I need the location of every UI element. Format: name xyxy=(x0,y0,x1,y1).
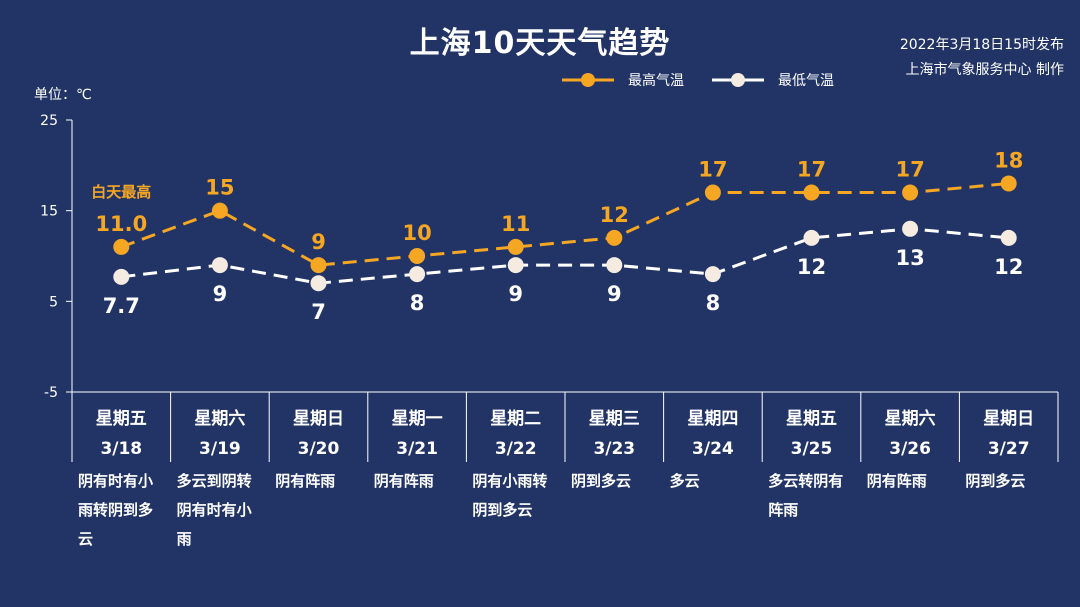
high-value-label: 15 xyxy=(205,176,234,200)
high-point xyxy=(803,184,820,201)
low-point xyxy=(803,229,820,246)
x-date-label: 3/23 xyxy=(593,439,635,459)
x-date-label: 3/25 xyxy=(791,439,833,459)
high-value-label: 12 xyxy=(600,203,629,227)
y-tick-label: 15 xyxy=(40,204,58,220)
low-point xyxy=(113,268,130,285)
low-value-label: 9 xyxy=(213,282,228,306)
x-date-label: 3/20 xyxy=(298,439,340,459)
weather-description: 雨转阴到多 xyxy=(78,501,153,519)
x-date-label: 3/19 xyxy=(199,439,241,459)
low-value-label: 7.7 xyxy=(103,294,140,318)
x-day-label: 星期三 xyxy=(589,409,640,429)
legend-low-label: 最低气温 xyxy=(778,73,834,89)
high-value-label: 11.0 xyxy=(95,212,147,236)
y-tick-label: 5 xyxy=(49,294,58,310)
legend-item-high: 最高气温 xyxy=(560,70,684,90)
daytime-high-annotation: 白天最高 xyxy=(91,183,151,201)
low-point xyxy=(704,266,721,283)
weather-description: 阴有阵雨 xyxy=(867,472,927,490)
weather-description: 阴有小雨转 xyxy=(472,472,547,490)
weather-description: 多云转阴有 xyxy=(768,472,843,490)
publish-time: 2022年3月18日15时发布 xyxy=(899,37,1064,53)
low-value-label: 13 xyxy=(895,246,924,270)
low-point xyxy=(211,257,228,274)
low-value-label: 12 xyxy=(994,255,1023,279)
legend-high-label: 最高气温 xyxy=(628,73,684,89)
x-date-label: 3/24 xyxy=(692,439,734,459)
low-point xyxy=(1000,229,1017,246)
high-value-label: 17 xyxy=(797,158,826,182)
x-date-label: 3/27 xyxy=(988,439,1030,459)
weather-description: 阴到多云 xyxy=(472,501,532,519)
publisher: 上海市气象服务中心 制作 xyxy=(905,62,1064,78)
x-day-label: 星期四 xyxy=(687,409,738,429)
low-point xyxy=(606,257,623,274)
high-point xyxy=(211,202,228,219)
low-point xyxy=(409,266,426,283)
weather-description: 阴有阵雨 xyxy=(275,472,335,490)
high-point xyxy=(902,184,919,201)
legend-item-low: 最低气温 xyxy=(710,70,834,90)
weather-description: 阵雨 xyxy=(768,501,798,519)
x-day-label: 星期日 xyxy=(983,409,1034,429)
low-point xyxy=(310,275,327,292)
high-value-label: 10 xyxy=(402,221,431,245)
high-point xyxy=(507,238,524,255)
high-value-label: 17 xyxy=(698,158,727,182)
high-point xyxy=(310,257,327,274)
x-date-label: 3/22 xyxy=(495,439,537,459)
high-point xyxy=(606,229,623,246)
low-point xyxy=(902,220,919,237)
high-series-line xyxy=(120,181,1009,267)
low-value-label: 8 xyxy=(706,291,721,315)
x-day-label: 星期六 xyxy=(194,408,245,429)
x-day-label: 星期日 xyxy=(293,409,344,429)
low-value-label: 9 xyxy=(508,282,523,306)
high-point xyxy=(704,184,721,201)
low-series-line xyxy=(121,227,1009,285)
weather-description: 阴到多云 xyxy=(571,472,631,490)
high-value-label: 17 xyxy=(895,158,924,182)
x-day-label: 星期一 xyxy=(392,409,443,429)
high-value-label: 11 xyxy=(501,212,530,236)
weather-description: 雨 xyxy=(177,530,192,548)
low-point xyxy=(507,257,524,274)
x-date-label: 3/26 xyxy=(889,439,931,459)
weather-description: 云 xyxy=(78,530,93,548)
low-value-label: 8 xyxy=(410,291,425,315)
x-date-label: 3/21 xyxy=(396,439,438,459)
high-point xyxy=(409,248,426,264)
y-tick-label: 25 xyxy=(40,113,58,129)
legend-high-swatch xyxy=(562,73,614,87)
weather-description: 多云到阴转 xyxy=(177,472,252,490)
x-day-label: 星期五 xyxy=(96,409,147,429)
high-value-label: 9 xyxy=(311,230,326,254)
high-point xyxy=(113,238,130,255)
weather-description: 阴有阵雨 xyxy=(374,472,434,490)
weather-description: 阴有时有小 xyxy=(78,472,153,490)
x-day-label: 星期五 xyxy=(786,409,837,429)
legend-low-swatch xyxy=(712,73,764,87)
low-value-label: 12 xyxy=(797,255,826,279)
weather-description: 阴有时有小 xyxy=(177,501,252,519)
low-value-label: 7 xyxy=(311,300,326,324)
high-value-label: 18 xyxy=(994,148,1023,172)
high-point xyxy=(1000,175,1017,192)
y-axis-unit-label: 单位：℃ xyxy=(34,87,92,103)
y-tick-label: -5 xyxy=(44,385,58,401)
chart-title: 上海10天天气趋势 xyxy=(409,26,671,61)
x-date-label: 3/18 xyxy=(100,439,142,459)
low-value-label: 9 xyxy=(607,282,622,306)
weather-description: 多云 xyxy=(670,472,700,490)
x-day-label: 星期六 xyxy=(885,408,936,429)
weather-description: 阴到多云 xyxy=(965,472,1025,490)
x-day-label: 星期二 xyxy=(490,409,541,429)
